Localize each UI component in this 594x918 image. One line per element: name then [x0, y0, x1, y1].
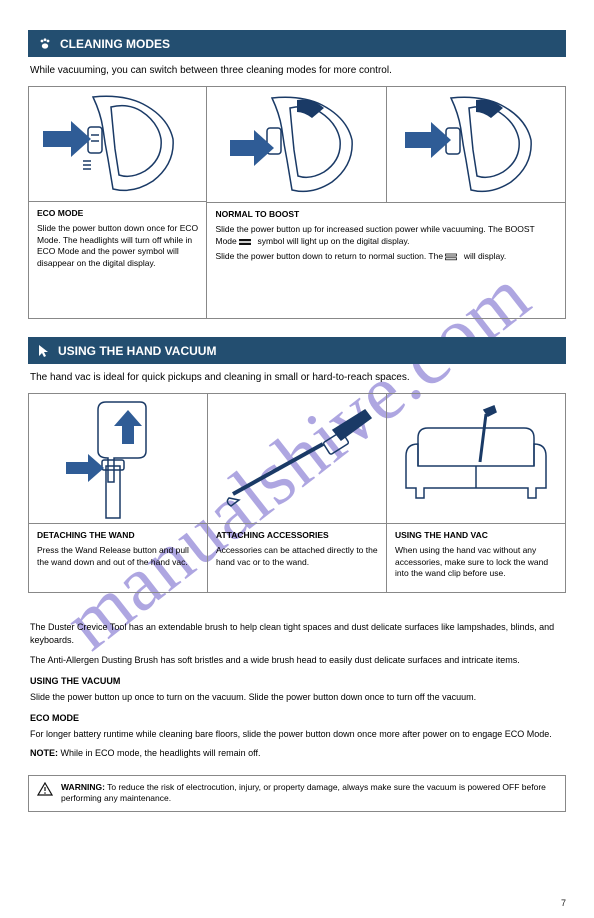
note-line: NOTE: While in ECO mode, the headlights … — [30, 747, 564, 761]
warning-text: WARNING: To reduce the risk of electrocu… — [61, 782, 557, 805]
warning-box: WARNING: To reduce the risk of electrocu… — [28, 775, 566, 812]
section-title: CLEANING MODES — [60, 37, 170, 51]
attach-accessory-text: ATTACHING ACCESSORIES Accessories can be… — [208, 524, 386, 582]
paw-icon — [38, 37, 52, 51]
p1: The Duster Crevice Tool has an extendabl… — [30, 621, 564, 648]
cell0-heading: DETACHING THE WAND — [37, 530, 199, 541]
warning-body: To reduce the risk of electrocution, inj… — [61, 782, 546, 803]
hand-vac-sofa-text: USING THE HAND VAC When using the hand v… — [387, 524, 565, 592]
illustration-detach-wand — [29, 394, 207, 524]
boost-bars-solid-icon — [239, 238, 251, 246]
h1: USING THE VACUUM — [30, 675, 564, 689]
note-label: NOTE: — [30, 748, 58, 758]
manual-page: CLEANING MODES While vacuuming, you can … — [0, 0, 594, 832]
cell2-heading: USING THE HAND VAC — [395, 530, 557, 541]
cell0-body: Press the Wand Release button and pull t… — [37, 545, 199, 568]
boost-heading: NORMAL TO BOOST — [215, 209, 557, 220]
cell2-body: When using the hand vac without any acce… — [395, 545, 557, 579]
h2-body: For longer battery runtime while cleanin… — [30, 728, 564, 742]
warning-triangle-icon — [37, 782, 53, 796]
body-paragraphs: The Duster Crevice Tool has an extendabl… — [28, 611, 566, 761]
page-number: 7 — [561, 898, 566, 908]
eco-mode-text: ECO MODE Slide the power button down onc… — [29, 202, 206, 317]
illustration-boost-up — [207, 87, 386, 202]
boost-text: NORMAL TO BOOST Slide the power button u… — [207, 203, 565, 318]
detach-wand-text: DETACHING THE WAND Press the Wand Releas… — [29, 524, 207, 582]
cursor-icon — [38, 344, 50, 358]
section2-subtitle: The hand vac is ideal for quick pickups … — [28, 372, 566, 383]
boost-bars-outline-icon — [445, 253, 457, 261]
eco-heading: ECO MODE — [37, 208, 198, 219]
cell1-body: Accessories can be attached directly to … — [216, 545, 378, 568]
cell1-heading: ATTACHING ACCESSORIES — [216, 530, 378, 541]
boost-body2: Slide the power button down to return to… — [215, 251, 557, 262]
p2: The Anti-Allergen Dusting Brush has soft… — [30, 654, 564, 668]
section1-subtitle: While vacuuming, you can switch between … — [28, 65, 566, 76]
warning-label: WARNING: — [61, 782, 105, 792]
illustration-boost-down — [387, 87, 565, 202]
cleaning-modes-grid: ECO MODE Slide the power button down onc… — [28, 86, 566, 319]
eco-body: Slide the power button down once for ECO… — [37, 223, 198, 269]
illustration-eco-mode — [29, 87, 206, 202]
illustration-hand-vac-sofa — [387, 394, 565, 524]
h2: ECO MODE — [30, 712, 564, 726]
h1-body: Slide the power button up once to turn o… — [30, 691, 564, 705]
note-body: While in ECO mode, the headlights will r… — [61, 748, 261, 758]
illustration-attach-accessory — [208, 394, 386, 524]
boost-body1: Slide the power button up for increased … — [215, 224, 557, 247]
section-header-cleaning-modes: CLEANING MODES — [28, 30, 566, 57]
section2-title: USING THE HAND VACUUM — [58, 344, 216, 358]
section-header-hand-vacuum: USING THE HAND VACUUM — [28, 337, 566, 364]
hand-vac-grid: DETACHING THE WAND Press the Wand Releas… — [28, 393, 566, 593]
